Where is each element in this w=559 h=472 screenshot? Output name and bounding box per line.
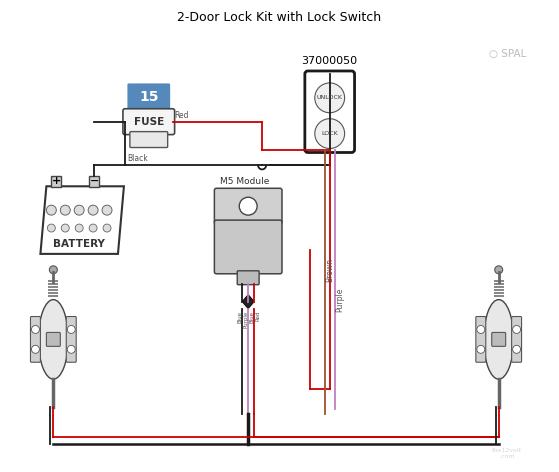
- Circle shape: [102, 205, 112, 215]
- FancyBboxPatch shape: [476, 317, 486, 362]
- Circle shape: [495, 266, 503, 274]
- Text: Black: Black: [127, 154, 148, 163]
- Circle shape: [103, 224, 111, 232]
- Bar: [494, 286, 504, 288]
- FancyBboxPatch shape: [305, 71, 354, 152]
- Bar: [49, 289, 58, 291]
- Circle shape: [31, 326, 40, 333]
- Text: Purple: Purple: [335, 287, 345, 312]
- Bar: [49, 295, 58, 296]
- FancyBboxPatch shape: [511, 317, 522, 362]
- Circle shape: [75, 224, 83, 232]
- Bar: [49, 286, 58, 288]
- Ellipse shape: [484, 300, 514, 379]
- Circle shape: [513, 326, 520, 333]
- Circle shape: [60, 205, 70, 215]
- Circle shape: [46, 205, 56, 215]
- Bar: [49, 292, 58, 294]
- Bar: [494, 292, 504, 294]
- Text: −: −: [89, 177, 99, 186]
- Bar: [494, 295, 504, 296]
- Text: Brown: Brown: [326, 258, 335, 282]
- FancyBboxPatch shape: [46, 332, 60, 346]
- Circle shape: [74, 205, 84, 215]
- Circle shape: [31, 346, 40, 354]
- Bar: [494, 289, 504, 291]
- Text: UNLOCK: UNLOCK: [317, 95, 343, 101]
- Circle shape: [89, 224, 97, 232]
- Text: 2-Door Lock Kit with Lock Switch: 2-Door Lock Kit with Lock Switch: [177, 11, 381, 25]
- Circle shape: [477, 346, 485, 354]
- Bar: [494, 283, 504, 285]
- Text: Blue: Blue: [250, 311, 255, 322]
- Text: Blue: Blue: [238, 311, 243, 322]
- Bar: [49, 283, 58, 285]
- Circle shape: [67, 346, 75, 354]
- Circle shape: [315, 118, 344, 149]
- Bar: [51, 177, 61, 187]
- Circle shape: [48, 224, 55, 232]
- Text: 15: 15: [139, 90, 159, 104]
- Circle shape: [49, 266, 58, 274]
- Text: FUSE: FUSE: [134, 117, 164, 126]
- Text: +: +: [51, 177, 61, 186]
- Text: 37000050: 37000050: [302, 56, 358, 66]
- Ellipse shape: [39, 300, 68, 379]
- Polygon shape: [242, 295, 254, 309]
- Text: Red: Red: [255, 311, 260, 321]
- FancyBboxPatch shape: [123, 109, 174, 135]
- Text: Purple: Purple: [244, 311, 249, 328]
- Text: LOCK: LOCK: [321, 131, 338, 136]
- Bar: [89, 177, 99, 187]
- Circle shape: [477, 326, 485, 333]
- Polygon shape: [40, 186, 124, 254]
- Text: M5 Module: M5 Module: [220, 177, 269, 186]
- FancyBboxPatch shape: [237, 271, 259, 285]
- FancyBboxPatch shape: [492, 332, 506, 346]
- Circle shape: [88, 205, 98, 215]
- FancyBboxPatch shape: [31, 317, 40, 362]
- Circle shape: [239, 197, 257, 215]
- Bar: [49, 280, 58, 282]
- FancyBboxPatch shape: [215, 220, 282, 274]
- Circle shape: [315, 83, 344, 113]
- Bar: [494, 280, 504, 282]
- FancyBboxPatch shape: [130, 132, 168, 148]
- Text: BATTERY: BATTERY: [53, 239, 105, 249]
- Circle shape: [513, 346, 520, 354]
- Circle shape: [67, 326, 75, 333]
- Circle shape: [61, 224, 69, 232]
- Text: Red: Red: [174, 111, 189, 120]
- FancyBboxPatch shape: [127, 84, 170, 110]
- Text: ○ SPAL: ○ SPAL: [489, 49, 526, 59]
- FancyBboxPatch shape: [67, 317, 76, 362]
- FancyBboxPatch shape: [215, 188, 282, 224]
- Text: the12volt
.com: the12volt .com: [491, 448, 522, 459]
